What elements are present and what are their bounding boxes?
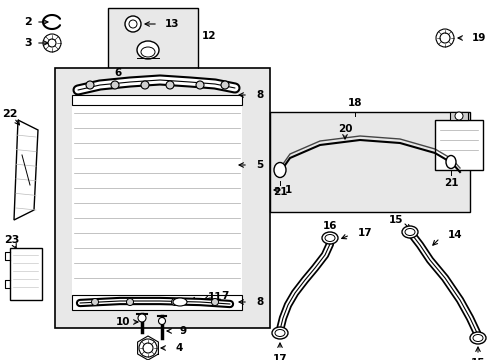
Text: 5: 5 [256,160,263,170]
Circle shape [142,343,153,353]
Circle shape [158,318,165,324]
Text: 8: 8 [256,90,263,100]
Text: 13: 13 [164,19,179,29]
Circle shape [171,298,178,306]
Text: 22: 22 [2,109,18,119]
Text: 3: 3 [24,38,32,48]
Circle shape [91,298,98,306]
Bar [55,68,269,328]
Text: 2: 2 [24,17,32,27]
Text: 11: 11 [207,292,222,302]
Ellipse shape [404,229,414,235]
Circle shape [211,298,218,306]
Text: 18: 18 [347,98,362,108]
Ellipse shape [445,156,455,168]
Bar [108,8,198,68]
Circle shape [86,81,94,89]
Text: 16: 16 [322,221,337,231]
Text: 14: 14 [447,230,462,240]
Text: 21: 21 [443,178,457,188]
Text: 19: 19 [471,33,486,43]
Circle shape [141,81,149,89]
Circle shape [138,314,146,322]
Bar [72,100,242,295]
Circle shape [139,339,157,357]
Circle shape [125,16,141,32]
Ellipse shape [137,41,159,59]
Text: 12: 12 [202,31,216,41]
Circle shape [111,81,119,89]
Bar [449,112,467,120]
Circle shape [221,81,228,89]
Text: 20: 20 [337,124,351,134]
Circle shape [126,298,133,306]
Text: 15: 15 [388,215,403,225]
Ellipse shape [401,226,417,238]
Ellipse shape [321,232,337,244]
Text: 17: 17 [272,354,287,360]
Circle shape [435,29,453,47]
Ellipse shape [472,334,482,342]
Text: 17: 17 [357,228,372,238]
Ellipse shape [173,298,186,306]
Circle shape [439,33,449,43]
Text: 9: 9 [180,326,187,336]
Bar [269,112,469,212]
Text: 7: 7 [221,291,228,301]
Text: 21: 21 [272,187,286,197]
Circle shape [454,112,462,120]
Ellipse shape [271,327,287,339]
Circle shape [129,20,137,28]
Circle shape [196,81,203,89]
Text: 6: 6 [114,68,122,78]
Ellipse shape [325,234,334,242]
Text: 1: 1 [285,185,292,195]
Ellipse shape [274,329,285,337]
Ellipse shape [141,47,155,57]
Circle shape [165,81,174,89]
Ellipse shape [469,332,485,344]
Text: 8: 8 [256,297,263,307]
Bar [10,248,42,300]
Circle shape [48,39,56,47]
Polygon shape [72,295,242,310]
Text: 23: 23 [4,235,20,245]
Bar [434,120,482,170]
Text: 4: 4 [175,343,182,353]
Ellipse shape [273,162,285,177]
Polygon shape [72,95,242,105]
Circle shape [43,34,61,52]
Text: 10: 10 [116,317,130,327]
Text: 15: 15 [470,358,484,360]
Polygon shape [14,120,38,220]
